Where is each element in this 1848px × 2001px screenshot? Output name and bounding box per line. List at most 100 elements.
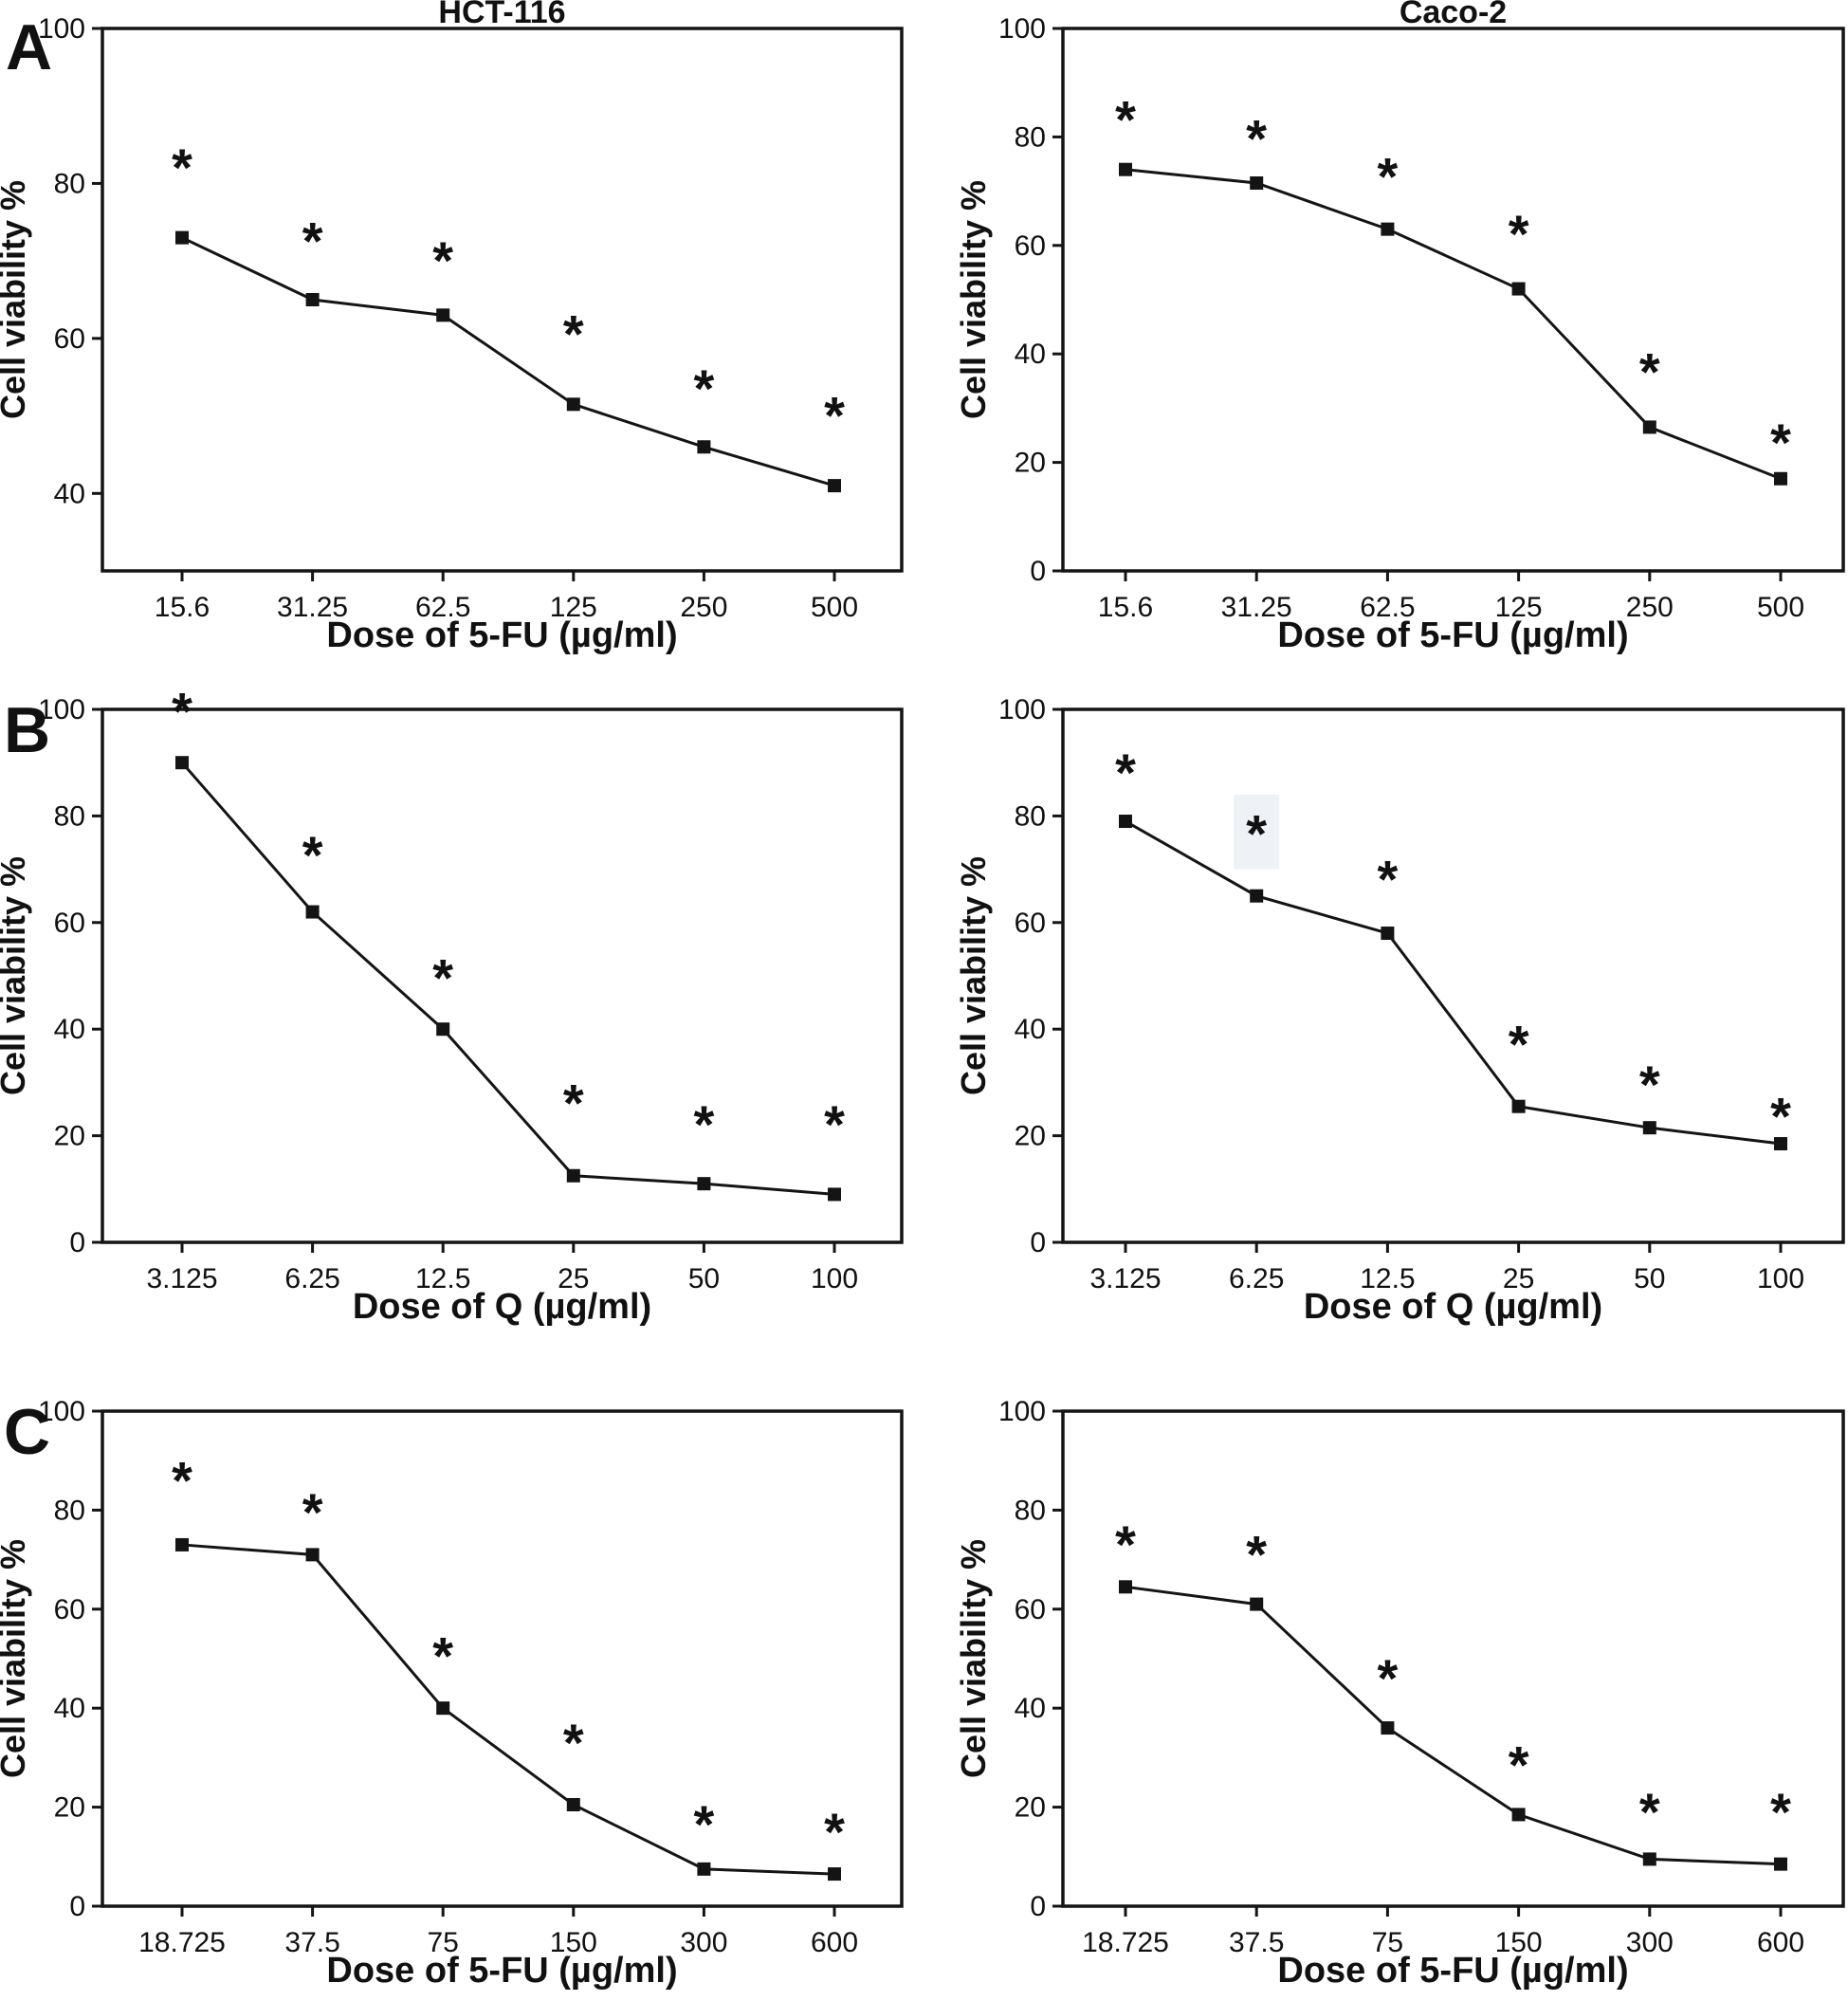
significance-asterisk: * — [1378, 1648, 1399, 1708]
significance-asterisk: * — [1770, 413, 1791, 472]
x-axis-tick-label: 600 — [811, 1927, 858, 1958]
data-point-marker — [1250, 1597, 1264, 1611]
data-point-marker — [828, 1867, 841, 1882]
series-line — [1125, 1585, 1782, 1866]
data-point-marker — [697, 1177, 711, 1191]
y-axis-tick-label: 0 — [1030, 1891, 1046, 1922]
x-axis-tick-label: 37.5 — [284, 1927, 339, 1958]
y-axis-tick-label: 60 — [54, 908, 85, 939]
series-line — [181, 1543, 835, 1876]
y-axis-title: Cell viability % — [0, 1539, 32, 1778]
y-axis-tick-label: 60 — [1015, 908, 1046, 939]
x-axis-tick-label: 62.5 — [415, 592, 470, 623]
y-axis-tick-label: 0 — [69, 1227, 85, 1258]
y-axis-tick-label: 100 — [998, 13, 1046, 45]
y-axis-title: Cell viability % — [0, 180, 32, 419]
data-point-marker — [1250, 889, 1264, 903]
panel-label-a: A — [6, 11, 53, 83]
y-axis-tick-label: 80 — [54, 168, 85, 199]
x-axis-title: Dose of Q (µg/ml) — [1304, 1287, 1602, 1327]
y-axis-title: Cell viability % — [954, 1539, 993, 1778]
x-axis-tick-label: 6.25 — [1229, 1263, 1284, 1294]
y-axis-title: Cell viability % — [954, 856, 993, 1095]
significance-asterisk: * — [1770, 1087, 1791, 1147]
x-axis-tick-label: 100 — [811, 1263, 858, 1294]
data-point-marker — [566, 1168, 580, 1183]
data-point-marker — [1381, 1721, 1395, 1735]
significance-asterisk: * — [824, 1802, 845, 1862]
x-axis-tick-label: 250 — [1626, 592, 1674, 623]
significance-asterisk: * — [172, 138, 192, 197]
x-axis-tick-label: 15.6 — [155, 592, 210, 623]
significance-asterisk: * — [1509, 204, 1529, 264]
significance-asterisk: * — [1639, 342, 1660, 402]
x-axis-tick-label: 3.125 — [1089, 1263, 1161, 1294]
x-axis-tick-label: 37.5 — [1229, 1927, 1284, 1958]
significance-asterisk: * — [824, 1094, 845, 1154]
y-axis-tick-label: 60 — [54, 323, 85, 355]
significance-asterisk: * — [302, 1482, 323, 1542]
data-point-marker — [566, 397, 580, 412]
y-axis-tick-label: 40 — [1015, 1014, 1046, 1045]
significance-asterisk: * — [824, 385, 845, 445]
data-point-marker — [1642, 1852, 1656, 1866]
y-axis-tick-label: 20 — [54, 1792, 85, 1824]
x-axis-tick-label: 31.25 — [1221, 592, 1292, 623]
plot-border — [101, 707, 904, 1244]
y-axis-tick-label: 20 — [1015, 1792, 1046, 1824]
y-axis-tick-label: 80 — [54, 800, 85, 832]
chart-c-caco2: 0 20 40 60 80 100 18.725 37.5 75 150 300 600 Dose of… — [954, 1396, 1845, 1991]
data-point-marker — [305, 1548, 320, 1562]
chart-title: Caco-2 — [1400, 0, 1507, 30]
x-axis-tick-label: 18.725 — [138, 1927, 226, 1958]
y-axis-tick-label: 20 — [1015, 1121, 1046, 1152]
chart-c-hct116: 0 20 40 60 80 100 18.725 37.5 75 150 300 600 Dose of… — [0, 1396, 904, 1991]
x-axis-tick-label: 125 — [1495, 592, 1543, 623]
x-axis-tick-label: 500 — [1757, 592, 1804, 623]
x-axis-tick-label: 25 — [558, 1263, 589, 1294]
chart-title: HCT-116 — [438, 0, 565, 30]
significance-asterisk: * — [1115, 743, 1136, 802]
series-line — [181, 236, 835, 487]
data-point-marker — [436, 308, 450, 322]
data-point-marker — [1642, 420, 1656, 434]
plot-border — [101, 1409, 904, 1908]
x-axis-tick-label: 300 — [680, 1927, 727, 1958]
data-point-marker — [1119, 162, 1132, 176]
x-axis-tick-label: 62.5 — [1360, 592, 1415, 623]
highlight-box — [1234, 794, 1280, 870]
y-axis-tick-label: 20 — [1015, 448, 1046, 479]
x-axis-tick-label: 50 — [688, 1263, 720, 1294]
y-axis-tick-label: 100 — [998, 1396, 1046, 1427]
chart-a-caco2: 0 20 40 60 80 100 15.6 31.25 62.5 125 250 500 Caco-2… — [954, 0, 1845, 655]
y-axis-tick-label: 40 — [1015, 1693, 1046, 1724]
significance-asterisk: * — [1639, 1055, 1660, 1114]
x-axis-tick-label: 75 — [1372, 1927, 1403, 1958]
y-axis-tick-label: 40 — [54, 1014, 85, 1045]
significance-asterisk: * — [694, 1094, 715, 1154]
y-axis-tick-label: 80 — [54, 1495, 85, 1526]
plot-border — [1061, 1409, 1845, 1908]
data-point-marker — [305, 905, 320, 919]
x-axis-tick-label: 125 — [550, 592, 597, 623]
data-point-marker — [828, 1187, 841, 1202]
y-axis-tick-label: 0 — [69, 1891, 85, 1922]
x-axis-tick-label: 300 — [1626, 1927, 1674, 1958]
significance-asterisk: * — [694, 358, 715, 418]
x-axis-title: Dose of 5-FU (µg/ml) — [326, 615, 677, 655]
x-axis-tick-label: 600 — [1757, 1927, 1804, 1958]
data-point-marker — [1250, 176, 1264, 191]
x-axis-title: Dose of 5-FU (µg/ml) — [1277, 615, 1628, 655]
series-line — [180, 762, 835, 1196]
significance-asterisk: * — [1378, 147, 1399, 207]
data-point-marker — [1119, 815, 1132, 829]
plot-border — [101, 27, 904, 573]
data-point-marker — [1511, 1099, 1526, 1113]
series-line — [1125, 819, 1782, 1146]
x-axis-tick-label: 250 — [680, 592, 727, 623]
data-point-marker — [305, 293, 320, 306]
y-axis-tick-label: 0 — [1030, 556, 1046, 587]
y-axis-title: Cell viability % — [954, 180, 993, 419]
x-axis-tick-label: 100 — [1757, 1263, 1804, 1294]
x-axis-tick-label: 150 — [1495, 1927, 1543, 1958]
